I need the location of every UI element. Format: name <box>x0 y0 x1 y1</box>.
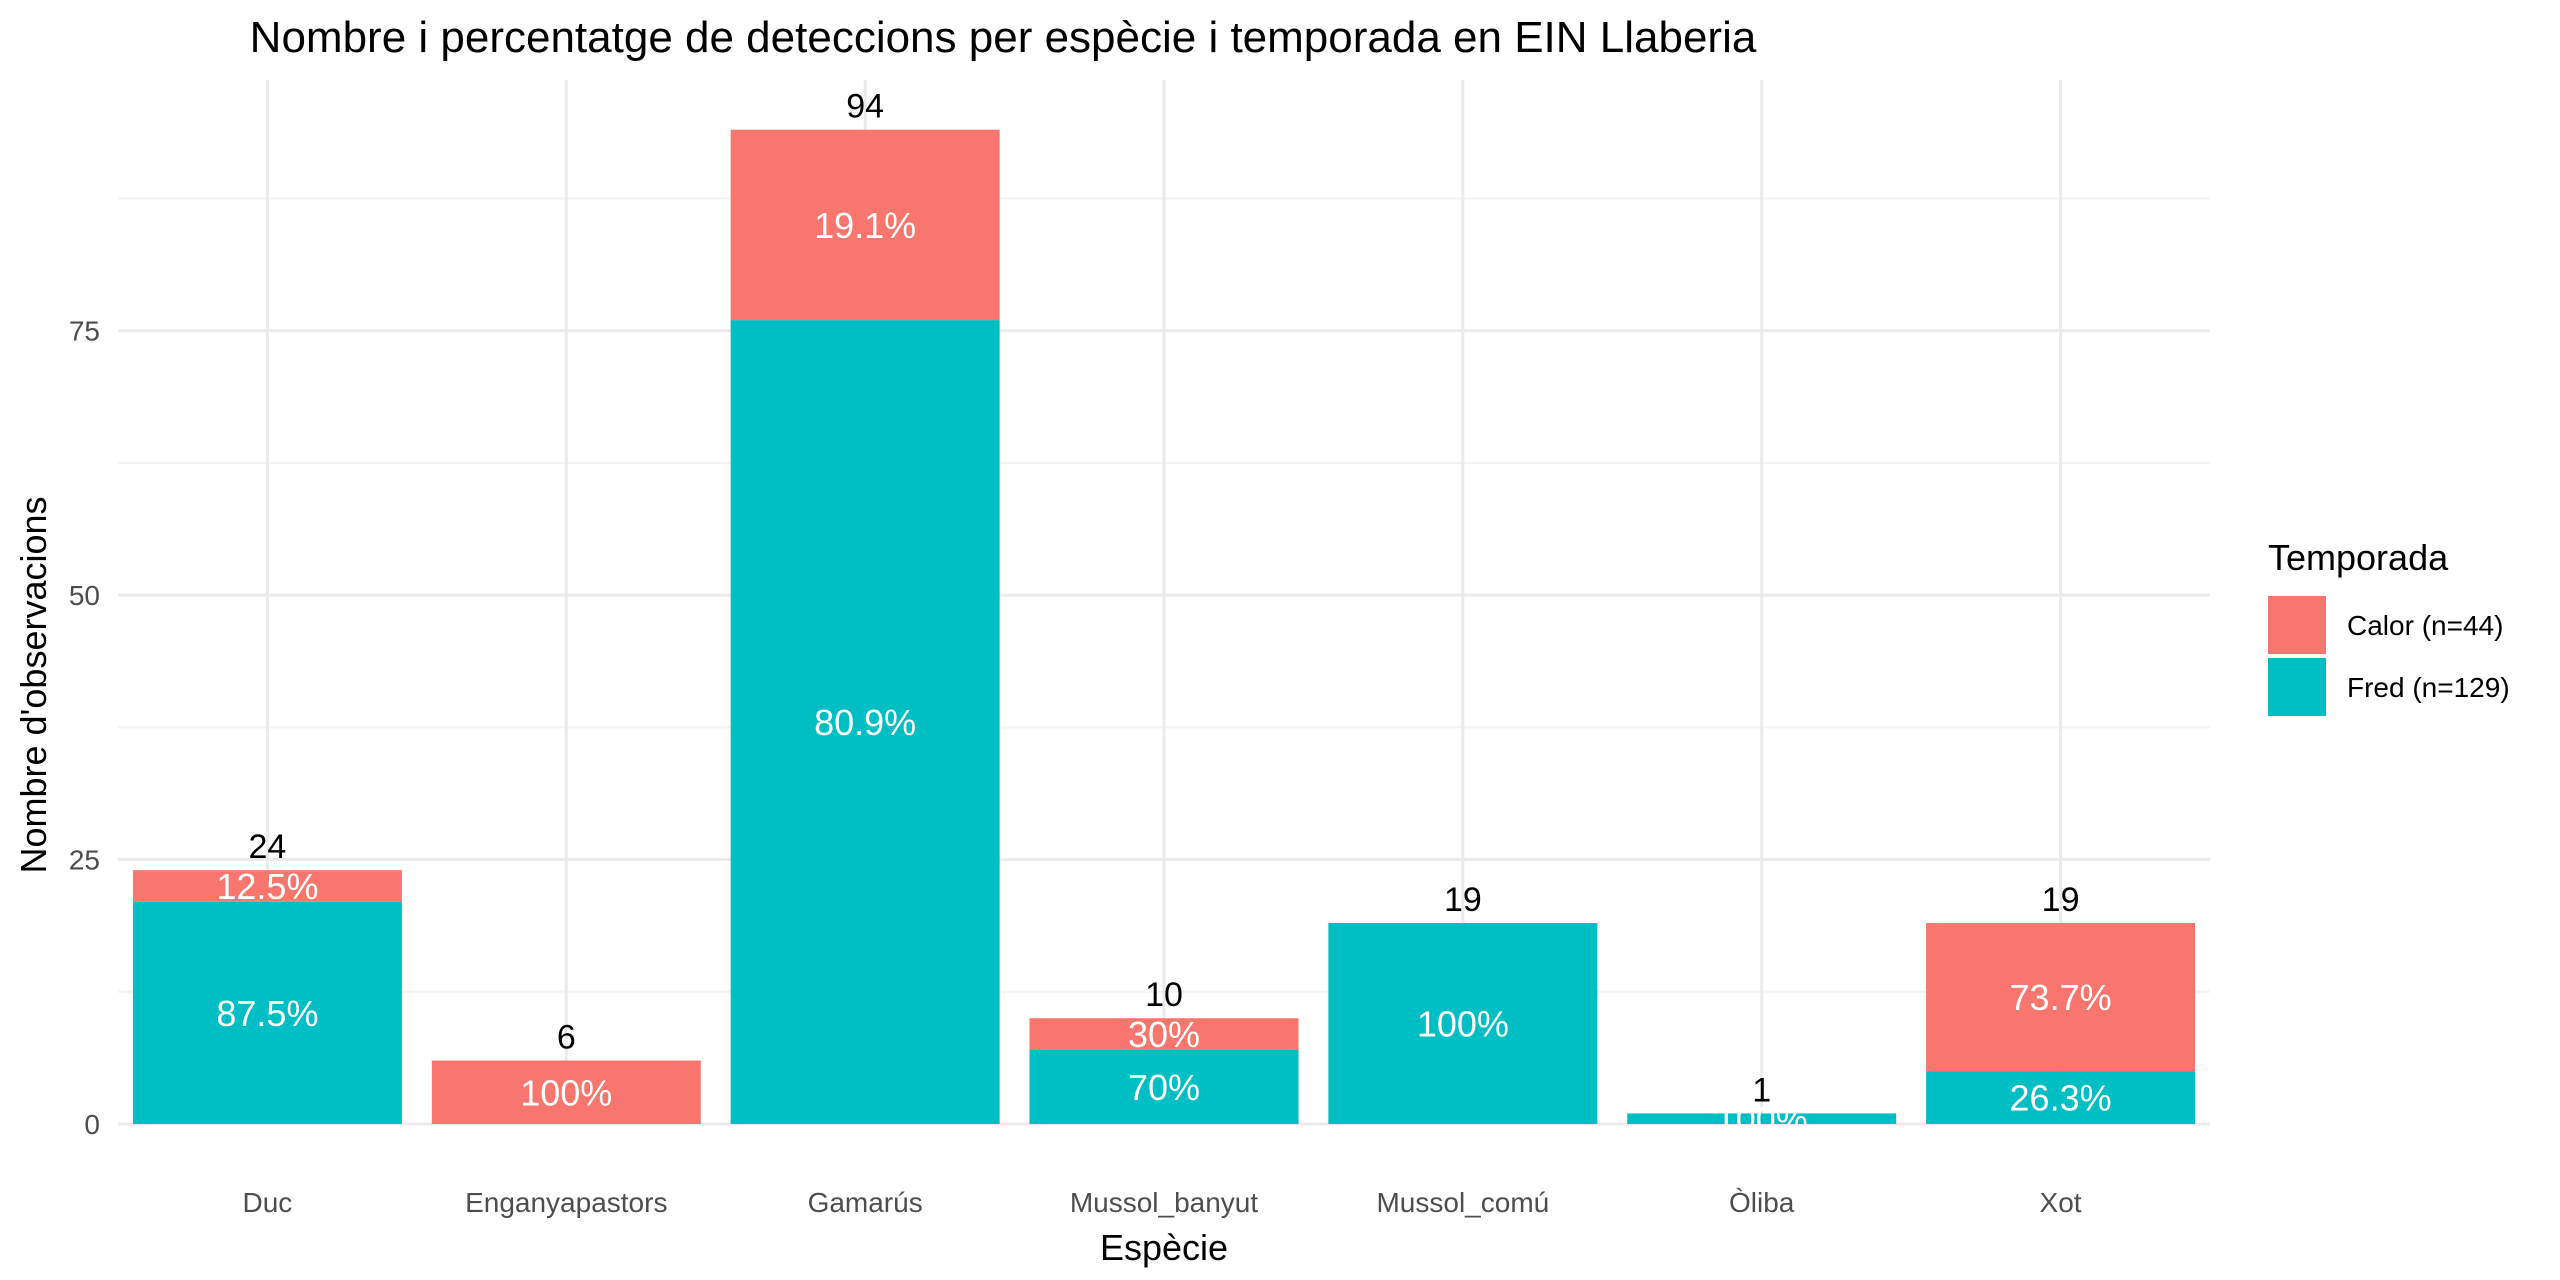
bar-total-label: 1 <box>1752 1071 1771 1109</box>
segment-percent-label: 87.5% <box>216 993 318 1034</box>
bar-total-label: 19 <box>1444 881 1482 919</box>
bar-segment <box>431 1060 701 1124</box>
bar-segment <box>1328 923 1598 1124</box>
x-tick-label: Mussol_banyut <box>1070 1187 1259 1218</box>
legend-title: Temporada <box>2268 537 2449 578</box>
y-axis-title: Nombre d'observacions <box>13 496 54 873</box>
bar-labels: 87.5% 12.5%24 100% 6 80.9% 19.1% 94 70% 30%10 100… <box>216 88 2111 1140</box>
bar-segment <box>730 129 1000 321</box>
bar-segment <box>132 901 402 1124</box>
x-tick-label: Duc <box>243 1187 293 1218</box>
x-tick-label: Mussol_comú <box>1376 1187 1549 1218</box>
bar-segment <box>1029 1049 1299 1124</box>
y-axis-ticks: 0 25 50 75 <box>69 316 100 1140</box>
bar-segment <box>1926 1071 2196 1124</box>
segment-percent-label: 73.7% <box>2010 977 2112 1018</box>
x-tick-label: Enganyapastors <box>465 1187 667 1218</box>
x-tick-label: Gamarús <box>808 1187 923 1218</box>
segment-percent-label: 30% <box>1128 1014 1200 1055</box>
bar-segment <box>132 870 402 902</box>
segment-percent-label: 26.3% <box>2010 1078 2112 1119</box>
bar-total-label: 94 <box>846 88 884 126</box>
segment-percent-label: 100% <box>1417 1004 1509 1045</box>
y-tick-label: 75 <box>69 316 100 347</box>
bar-segment <box>1926 923 2196 1072</box>
segment-percent-label: 100% <box>1716 1099 1808 1140</box>
bar-segment <box>730 320 1000 1124</box>
x-axis-ticks: Duc Enganyapastors Gamarús Mussol_banyut Mus… <box>243 1187 2082 1218</box>
bar-segment <box>1627 1113 1897 1124</box>
legend: Temporada Calor (n=44) Fred (n=129) <box>2268 537 2510 716</box>
gridlines <box>118 80 2210 1126</box>
chart-title: Nombre i percentatge de deteccions per e… <box>250 13 1757 62</box>
bar-total-label: 10 <box>1145 976 1183 1014</box>
legend-label-calor: Calor (n=44) <box>2347 610 2503 641</box>
legend-label-fred: Fred (n=129) <box>2347 672 2510 703</box>
y-tick-label: 25 <box>69 845 100 876</box>
x-tick-label: Xot <box>2040 1187 2082 1218</box>
segment-percent-label: 100% <box>520 1072 612 1113</box>
legend-swatch-calor <box>2268 596 2326 654</box>
segment-percent-label: 19.1% <box>814 205 916 246</box>
segment-percent-label: 80.9% <box>814 702 916 743</box>
bar-segment <box>1029 1018 1299 1050</box>
x-axis-title: Espècie <box>1100 1227 1228 1268</box>
bar-total-label: 6 <box>557 1019 576 1057</box>
segment-percent-label: 70% <box>1128 1067 1200 1108</box>
bars <box>132 129 2196 1124</box>
y-tick-label: 50 <box>69 580 100 611</box>
bar-total-label: 24 <box>249 828 287 866</box>
legend-swatch-fred <box>2268 658 2326 716</box>
y-tick-label: 0 <box>84 1109 100 1140</box>
bar-total-label: 19 <box>2042 881 2080 919</box>
segment-percent-label: 12.5% <box>216 866 318 907</box>
x-tick-label: Òliba <box>1729 1187 1795 1218</box>
